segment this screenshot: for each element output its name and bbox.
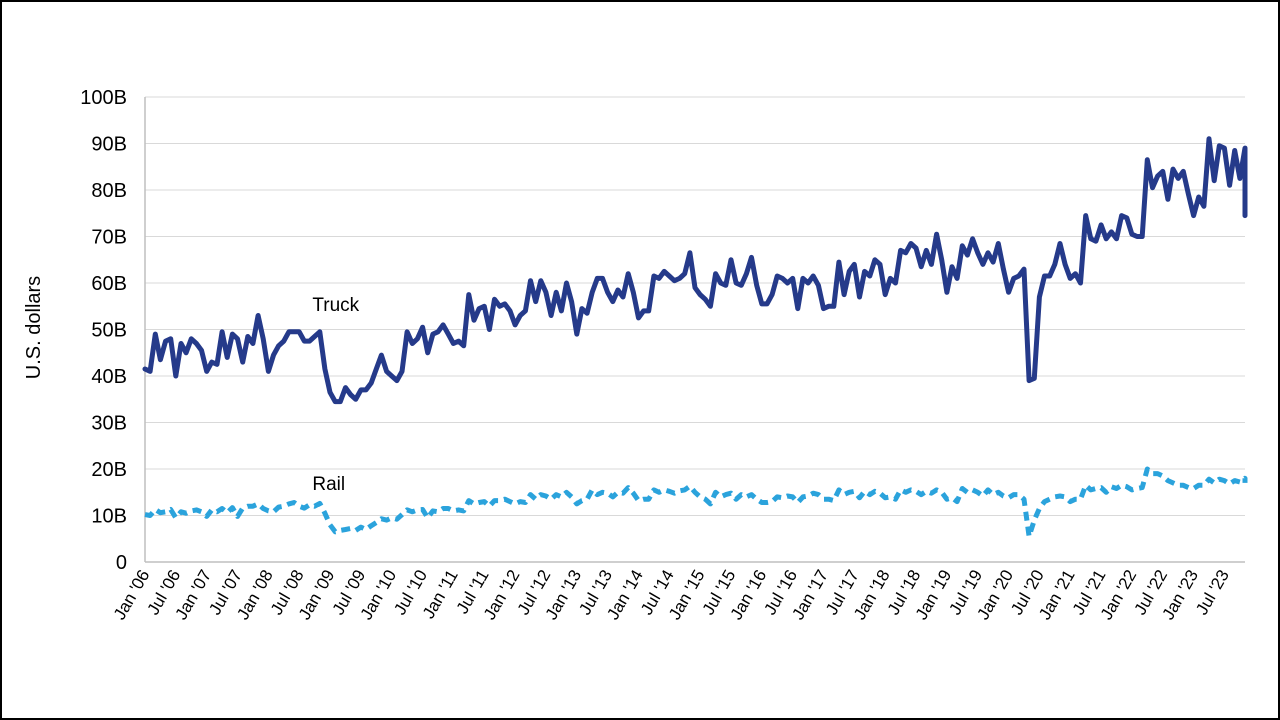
series-line-rail bbox=[144, 466, 1248, 539]
y-tick-label: 100B bbox=[80, 87, 127, 109]
y-tick-label: 60B bbox=[91, 273, 127, 295]
gridlines bbox=[145, 96, 1245, 516]
y-tick-label: 20B bbox=[91, 459, 127, 481]
y-tick-label: 90B bbox=[91, 134, 127, 156]
y-tick-label: 10B bbox=[91, 506, 127, 528]
y-tick-label: 80B bbox=[91, 180, 127, 202]
y-axis-title: U.S. dollars bbox=[23, 276, 45, 379]
y-tick-label: 70B bbox=[91, 227, 127, 249]
series-label-truck: Truck bbox=[312, 295, 359, 316]
axes bbox=[144, 97, 1245, 563]
y-tick-label: 0 bbox=[116, 552, 127, 574]
series-lines bbox=[142, 136, 1248, 539]
y-tick-label: 50B bbox=[91, 320, 127, 342]
y-tick-labels: 0 10B 20B 30B 40B 50B 60B 70B 80B 90B 100B bbox=[80, 87, 127, 574]
x-tick-label: Jan '06 bbox=[110, 567, 154, 624]
series-labels: Truck Rail bbox=[312, 295, 359, 495]
series-label-rail: Rail bbox=[312, 474, 345, 495]
series-line-truck bbox=[142, 136, 1248, 405]
y-tick-label: 30B bbox=[91, 413, 127, 435]
y-tick-label: 40B bbox=[91, 366, 127, 388]
